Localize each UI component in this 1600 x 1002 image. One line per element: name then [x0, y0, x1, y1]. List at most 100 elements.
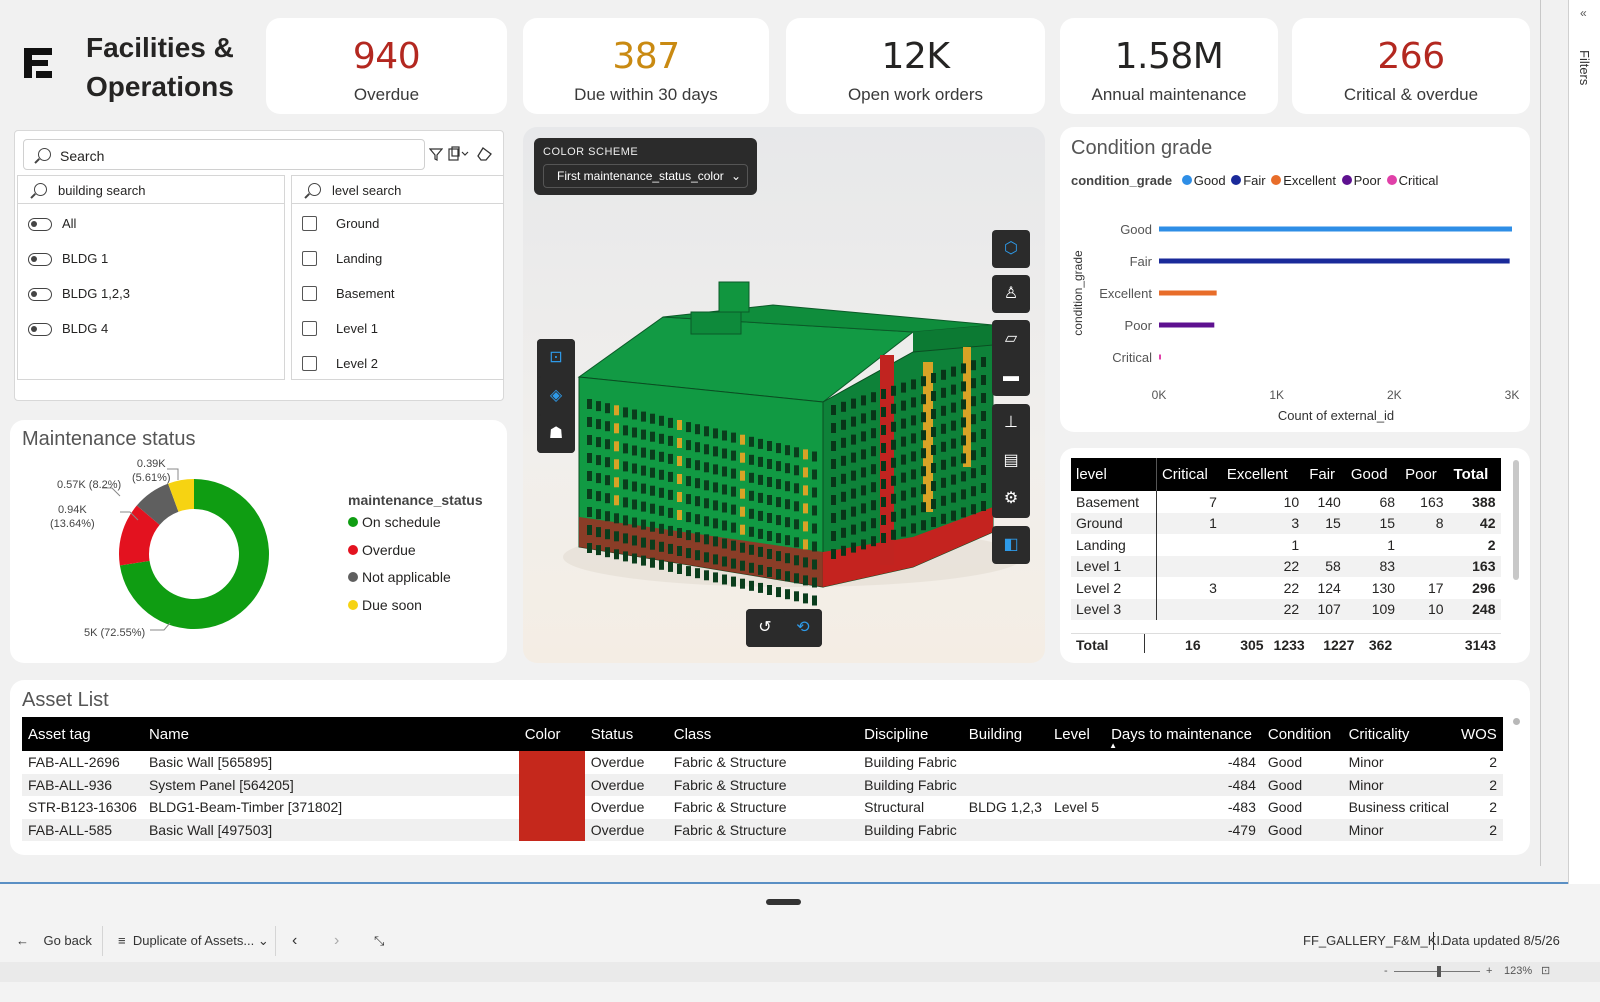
- fullscreen-icon[interactable]: ◧: [992, 526, 1030, 564]
- measure-ruler-icon[interactable]: ▱ ▬: [992, 320, 1030, 396]
- zoom-slider-thumb[interactable]: [1437, 966, 1441, 977]
- asset-column-header[interactable]: Level: [1047, 717, 1106, 751]
- page-selector[interactable]: ≡ Duplicate of Assets... ⌄: [118, 933, 269, 948]
- matrix-column-header[interactable]: Total: [1448, 458, 1501, 491]
- legend-item[interactable]: Good: [1176, 173, 1226, 188]
- matrix-column-header[interactable]: Critical: [1156, 458, 1222, 491]
- matrix-row[interactable]: Level 2 3 22 124 130 17 296: [1071, 577, 1501, 599]
- filters-label[interactable]: Filters: [1577, 50, 1592, 86]
- asset-column-header[interactable]: Days to maintenance ▲: [1105, 717, 1262, 751]
- toggle-icon[interactable]: [28, 323, 52, 336]
- asset-column-header[interactable]: Condition: [1261, 717, 1343, 751]
- checkbox[interactable]: [302, 321, 317, 336]
- orbit-icon[interactable]: ⟲: [784, 609, 822, 647]
- expand-chevron-icon[interactable]: «: [1580, 6, 1587, 20]
- maintenance-donut-chart[interactable]: [10, 420, 340, 663]
- filters-pane-collapsed[interactable]: « Filters: [1568, 0, 1600, 884]
- walk-person-icon[interactable]: ♙: [992, 275, 1030, 313]
- building-search-input[interactable]: building search: [58, 183, 146, 198]
- donut-slice-not-applicable[interactable]: [136, 483, 179, 525]
- matrix-row[interactable]: Basement 7 10 140 68 163 388: [1071, 491, 1501, 513]
- ghost-icon[interactable]: ☗: [537, 415, 575, 453]
- asset-column-header[interactable]: Class: [667, 717, 859, 751]
- legend-item[interactable]: Critical: [1385, 173, 1438, 188]
- zoom-fit-icon[interactable]: ⊡: [537, 339, 575, 377]
- reset-view-icon[interactable]: ↺: [746, 609, 784, 647]
- kpi-due-30-days[interactable]: 387 Due within 30 days: [523, 18, 769, 114]
- checkbox[interactable]: [302, 356, 317, 371]
- kpi-critical-overdue[interactable]: 266 Critical & overdue: [1292, 18, 1530, 114]
- zoom-in-icon[interactable]: +: [1486, 965, 1493, 977]
- level-search-bar[interactable]: level search: [292, 176, 503, 204]
- asset-row[interactable]: FAB-ALL-936 System Panel [564205] Overdue F…: [22, 773, 1503, 797]
- previous-page-icon[interactable]: ‹: [292, 932, 298, 949]
- model-tree-icon[interactable]: ⊥ ▤ ⚙: [992, 404, 1030, 518]
- kpi-annual-maintenance[interactable]: 1.58M Annual maintenance: [1060, 18, 1278, 114]
- matrix-column-header[interactable]: level: [1071, 458, 1157, 491]
- collapse-icon[interactable]: ⤡: [374, 933, 385, 948]
- building-search-bar[interactable]: building search: [18, 176, 284, 204]
- donut-slice-due-soon[interactable]: [168, 479, 194, 512]
- bar-poor[interactable]: [1159, 322, 1215, 328]
- legend-item[interactable]: On schedule: [348, 514, 483, 542]
- matrix-scrollbar[interactable]: [1513, 460, 1519, 580]
- toggle-icon[interactable]: [28, 253, 52, 266]
- checkbox[interactable]: [302, 286, 317, 301]
- legend-item[interactable]: Fair: [1229, 173, 1266, 188]
- bar-fair[interactable]: [1159, 258, 1510, 264]
- asset-column-header[interactable]: Color: [518, 717, 585, 751]
- asset-row[interactable]: FAB-ALL-585 Basic Wall [497503] Overdue Fab…: [22, 818, 1503, 842]
- checkbox[interactable]: [302, 216, 317, 231]
- matrix-column-header[interactable]: Good: [1345, 458, 1401, 491]
- bar-good[interactable]: [1159, 226, 1512, 232]
- go-back-button[interactable]: ← Go back: [16, 933, 92, 948]
- kpi-open-work-orders[interactable]: 12K Open work orders: [786, 18, 1045, 114]
- asset-column-header[interactable]: Asset tag: [22, 717, 143, 751]
- resize-handle[interactable]: [766, 899, 801, 905]
- section-box-icon[interactable]: ◈: [537, 377, 575, 415]
- eraser-icon[interactable]: [477, 147, 493, 161]
- asset-column-header[interactable]: Discipline: [858, 717, 963, 751]
- matrix-column-header[interactable]: Fair: [1304, 458, 1346, 491]
- asset-row[interactable]: FAB-ALL-2696 Basic Wall [565895] Overdue Fa…: [22, 751, 1503, 774]
- asset-column-header[interactable]: Name: [142, 717, 519, 751]
- legend-item[interactable]: Overdue: [348, 542, 483, 570]
- matrix-row[interactable]: Ground 1 3 15 15 8 42: [1071, 512, 1501, 534]
- toggle-icon[interactable]: [28, 218, 52, 231]
- checkbox[interactable]: [302, 251, 317, 266]
- donut-slice-on-schedule[interactable]: [119, 479, 270, 629]
- matrix-row[interactable]: Level 1 22 58 83 163: [1071, 555, 1501, 577]
- legend-item[interactable]: Due soon: [348, 597, 483, 625]
- slicer-search-bar[interactable]: Search: [23, 139, 425, 170]
- next-page-icon[interactable]: ›: [334, 932, 340, 949]
- toggle-icon[interactable]: [28, 288, 52, 301]
- condition-grade-bar-chart[interactable]: Good Fair Excellent Poor Critical 0K 1K 2K 3K Cou…: [1060, 197, 1530, 432]
- 3d-cube-icon[interactable]: ⬡: [992, 230, 1030, 268]
- matrix-column-header[interactable]: Poor: [1400, 458, 1449, 491]
- clear-filter-icon[interactable]: [429, 147, 443, 161]
- asset-column-header[interactable]: Building: [962, 717, 1048, 751]
- color-scheme-dropdown[interactable]: First maintenance_status_color ⌄: [543, 164, 748, 188]
- asset-column-header[interactable]: WOS: [1454, 717, 1503, 751]
- matrix-row[interactable]: Level 3 22 107 109 10 248: [1071, 598, 1501, 620]
- legend-item[interactable]: Not applicable: [348, 569, 483, 597]
- donut-slice-overdue[interactable]: [118, 505, 160, 566]
- building-3d-viewer[interactable]: COLOR SCHEME First maintenance_status_co…: [523, 127, 1045, 663]
- search-input[interactable]: Search: [60, 148, 105, 164]
- building-model-render[interactable]: [523, 127, 1045, 663]
- copy-dropdown-icon[interactable]: [448, 146, 470, 161]
- asset-column-header[interactable]: Criticality: [1342, 717, 1455, 751]
- legend-item[interactable]: Excellent: [1269, 173, 1336, 188]
- asset-column-header[interactable]: Status: [584, 717, 668, 751]
- fit-to-page-icon[interactable]: ⊡: [1541, 965, 1551, 977]
- matrix-row[interactable]: Landing 1 1 2: [1071, 534, 1501, 556]
- asset-row[interactable]: STR-B123-16306 BLDG1-Beam-Timber [371802]…: [22, 796, 1503, 819]
- sort-ascending-icon[interactable]: ▲: [1109, 741, 1118, 750]
- bar-critical[interactable]: [1159, 354, 1161, 360]
- asset-scrollbar[interactable]: [1513, 718, 1520, 725]
- bar-excellent[interactable]: [1159, 290, 1217, 296]
- zoom-out-icon[interactable]: -: [1384, 965, 1388, 977]
- matrix-column-header[interactable]: Excellent: [1221, 458, 1305, 491]
- legend-item[interactable]: Poor: [1340, 173, 1381, 188]
- level-search-input[interactable]: level search: [332, 183, 402, 198]
